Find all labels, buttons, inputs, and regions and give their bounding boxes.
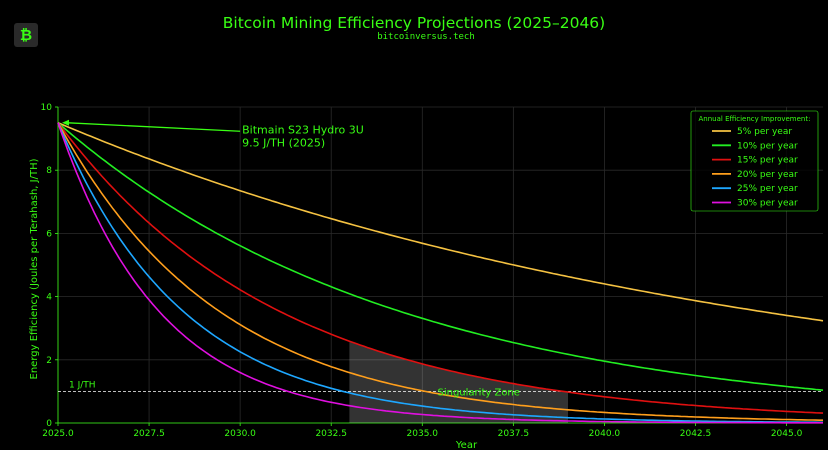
legend-entry-3: 15% per year — [737, 156, 798, 166]
y-tick-label: 0 — [46, 419, 52, 429]
singularity-zone-label: Singularity Zone — [438, 387, 520, 398]
x-tick-label: 2040.0 — [589, 429, 621, 439]
x-tick-label: 2037.5 — [498, 429, 530, 439]
legend-entry-1: 5% per year — [737, 127, 792, 137]
x-tick-label: 2035.0 — [407, 429, 439, 439]
reference-line-label: 1 J/TH — [69, 380, 96, 390]
x-tick-label: 2030.0 — [224, 429, 256, 439]
y-tick-label: 6 — [46, 229, 52, 239]
legend-entry-2: 10% per year — [737, 141, 798, 151]
y-tick-label: 10 — [41, 103, 53, 113]
legend-title: Annual Efficiency Improvement: — [699, 115, 811, 123]
x-axis-label: Year — [455, 440, 478, 450]
x-tick-label: 2045.0 — [771, 429, 803, 439]
legend-entry-6: 30% per year — [737, 199, 798, 209]
annotation-text-line1: Bitmain S23 Hydro 3U — [242, 123, 364, 136]
x-tick-label: 2027.5 — [133, 429, 165, 439]
annotation-text-line2: 9.5 J/TH (2025) — [242, 136, 325, 149]
legend-entry-4: 20% per year — [737, 170, 798, 180]
legend-entry-5: 25% per year — [737, 184, 798, 194]
y-tick-label: 8 — [46, 166, 52, 176]
y-axis-label: Energy Efficiency (Joules per Terahash, … — [29, 158, 40, 379]
x-tick-label: 2042.5 — [680, 429, 712, 439]
x-tick-label: 2025.0 — [42, 429, 74, 439]
y-tick-label: 4 — [46, 293, 52, 303]
y-tick-label: 2 — [46, 356, 52, 366]
x-tick-label: 2032.5 — [315, 429, 347, 439]
